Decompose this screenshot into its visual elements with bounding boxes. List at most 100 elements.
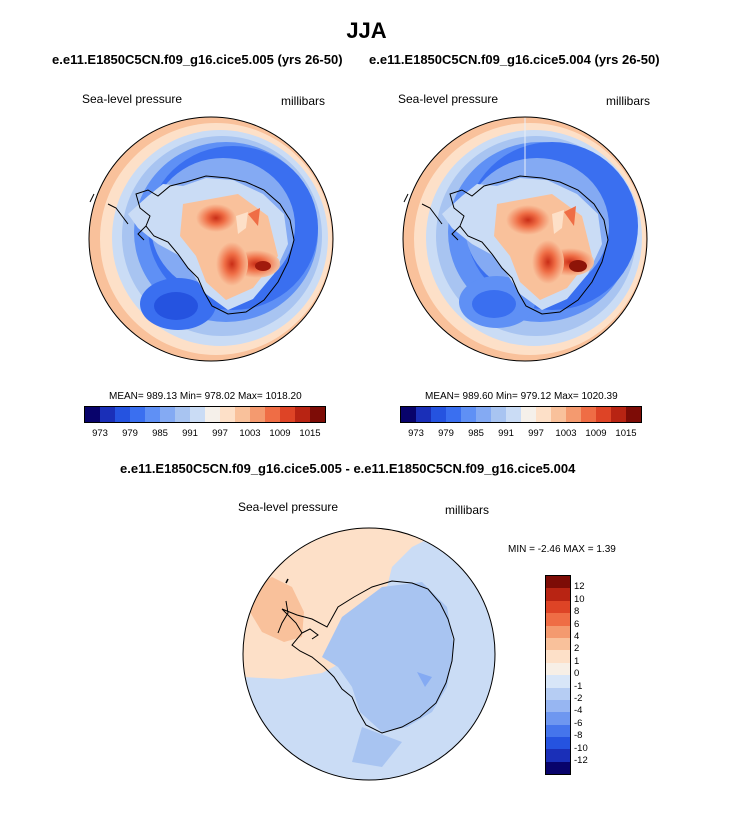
right-colorbar-tick: 973 bbox=[408, 428, 424, 439]
left-colorbar-tick: 1003 bbox=[239, 428, 261, 439]
right-colorbar-swatch bbox=[566, 407, 581, 422]
left-colorbar-tick: 997 bbox=[212, 428, 228, 439]
right-stats: MEAN= 989.60 Min= 979.12 Max= 1020.39 bbox=[425, 391, 618, 402]
diff-colorbar-tick: -2 bbox=[574, 693, 583, 704]
right-colorbar-tick: 1003 bbox=[555, 428, 577, 439]
diff-colorbar-swatch bbox=[546, 699, 570, 713]
left-colorbar-tick: 1009 bbox=[269, 428, 291, 439]
left-colorbar-swatch bbox=[280, 407, 295, 422]
diff-colorbar-swatch bbox=[546, 761, 570, 775]
diff-colorbar-tick: -4 bbox=[574, 705, 583, 717]
right-colorbar-swatch bbox=[446, 407, 461, 422]
left-colorbar-tick: 979 bbox=[122, 428, 138, 439]
diff-colorbar-tick: 1 bbox=[574, 655, 580, 667]
diff-colorbar-swatch bbox=[546, 737, 570, 750]
left-var-label: Sea-level pressure bbox=[82, 92, 183, 106]
left-colorbar-tick: 1015 bbox=[299, 428, 321, 439]
diff-colorbar-swatch bbox=[546, 675, 570, 688]
right-colorbar-swatch bbox=[581, 407, 596, 422]
left-units: millibars bbox=[281, 94, 326, 108]
diff-panel-title: e.e11.E1850C5CN.f09_g16.cice5.005 - e.e1… bbox=[120, 461, 576, 476]
left-colorbar-swatch bbox=[115, 407, 130, 422]
left-colorbar-swatch bbox=[235, 407, 250, 422]
right-colorbar-swatch bbox=[416, 407, 431, 422]
diff-colorbar-swatch bbox=[546, 687, 570, 700]
right-colorbar-swatch bbox=[596, 407, 611, 422]
diff-colorbar-tick: 12 bbox=[574, 581, 585, 593]
right-colorbar-swatch bbox=[491, 407, 506, 422]
season-title: JJA bbox=[346, 18, 387, 43]
left-colorbar-swatch bbox=[190, 407, 205, 422]
left-colorbar bbox=[84, 406, 326, 423]
diff-colorbar-swatch bbox=[546, 749, 570, 762]
right-colorbar-swatch bbox=[626, 407, 641, 422]
right-units: millibars bbox=[606, 94, 651, 108]
diff-colorbar-swatch bbox=[546, 724, 570, 738]
diff-colorbar-swatch bbox=[546, 600, 570, 614]
diff-colorbar-tick: 2 bbox=[574, 643, 580, 655]
right-colorbar-swatch bbox=[536, 407, 551, 422]
right-colorbar-tick: 997 bbox=[528, 428, 544, 439]
diff-colorbar-tick: 10 bbox=[574, 593, 585, 605]
right-colorbar-swatch bbox=[476, 407, 491, 422]
left-colorbar-swatch bbox=[265, 407, 280, 422]
right-colorbar-swatch bbox=[521, 407, 536, 422]
right-colorbar-ticks: 973 979 985 991 997 1003 1009 1015 bbox=[400, 428, 640, 442]
diff-stats: MIN = -2.46 MAX = 1.39 bbox=[508, 544, 616, 555]
right-colorbar-swatch bbox=[506, 407, 521, 422]
right-colorbar-tick: 991 bbox=[498, 428, 514, 439]
diff-colorbar-tick: 6 bbox=[574, 618, 580, 630]
diff-colorbar-swatch bbox=[546, 637, 570, 651]
diff-colorbar-swatch bbox=[546, 625, 570, 638]
left-panel-title: e.e11.E1850C5CN.f09_g16.cice5.005 (yrs 2… bbox=[52, 52, 343, 67]
diff-colorbar-tick: 8 bbox=[574, 606, 580, 618]
left-colorbar-swatch bbox=[145, 407, 160, 422]
left-colorbar-ticks: 973 979 985 991 997 1003 1009 1015 bbox=[84, 428, 324, 442]
right-colorbar bbox=[400, 406, 642, 423]
left-colorbar-swatch bbox=[310, 407, 325, 422]
diff-colorbar-swatch bbox=[546, 662, 570, 676]
diff-colorbar-tick: -1 bbox=[574, 680, 583, 692]
left-colorbar-swatch bbox=[160, 407, 175, 422]
right-colorbar-swatch bbox=[431, 407, 446, 422]
right-colorbar-tick: 985 bbox=[468, 428, 484, 439]
diff-colorbar-tick: -8 bbox=[574, 730, 583, 742]
left-colorbar-swatch bbox=[295, 407, 310, 422]
diff-colorbar-swatch bbox=[546, 650, 570, 663]
right-colorbar-tick: 1015 bbox=[615, 428, 637, 439]
right-colorbar-tick: 979 bbox=[438, 428, 454, 439]
diff-colorbar-tick: 0 bbox=[574, 668, 580, 680]
diff-map bbox=[242, 527, 496, 781]
left-colorbar-swatch bbox=[175, 407, 190, 422]
left-colorbar-tick: 985 bbox=[152, 428, 168, 439]
diff-var-label: Sea-level pressure bbox=[238, 500, 339, 514]
left-colorbar-tick: 973 bbox=[92, 428, 108, 439]
right-colorbar-swatch bbox=[551, 407, 566, 422]
diff-colorbar-swatch bbox=[546, 588, 570, 601]
diff-units: millibars bbox=[445, 503, 490, 517]
diff-colorbar-tick: -10 bbox=[574, 742, 588, 754]
right-colorbar-swatch bbox=[461, 407, 476, 422]
diff-colorbar-swatch bbox=[546, 712, 570, 725]
left-map bbox=[88, 116, 334, 362]
diff-colorbar bbox=[545, 575, 571, 776]
left-colorbar-swatch bbox=[205, 407, 220, 422]
right-panel-title: e.e11.E1850C5CN.f09_g16.cice5.004 (yrs 2… bbox=[369, 52, 660, 67]
diff-colorbar-ticks: 12 10 8 6 4 2 1 0 -1 -2 -4 -6 -8 -10 -12 bbox=[574, 575, 604, 815]
left-colorbar-swatch bbox=[85, 407, 100, 422]
right-var-label: Sea-level pressure bbox=[398, 92, 499, 106]
right-colorbar-swatch bbox=[611, 407, 626, 422]
diff-colorbar-swatch bbox=[546, 576, 570, 589]
right-colorbar-swatch bbox=[401, 407, 416, 422]
left-colorbar-tick: 991 bbox=[182, 428, 198, 439]
right-map bbox=[402, 116, 648, 362]
left-colorbar-swatch bbox=[130, 407, 145, 422]
right-colorbar-tick: 1009 bbox=[585, 428, 607, 439]
diff-colorbar-tick: -6 bbox=[574, 717, 583, 729]
left-colorbar-swatch bbox=[250, 407, 265, 422]
diff-colorbar-tick: -12 bbox=[574, 755, 588, 766]
diff-colorbar-swatch bbox=[546, 613, 570, 626]
left-colorbar-swatch bbox=[100, 407, 115, 422]
diff-colorbar-tick: 4 bbox=[574, 631, 580, 642]
left-stats: MEAN= 989.13 Min= 978.02 Max= 1018.20 bbox=[109, 391, 302, 402]
